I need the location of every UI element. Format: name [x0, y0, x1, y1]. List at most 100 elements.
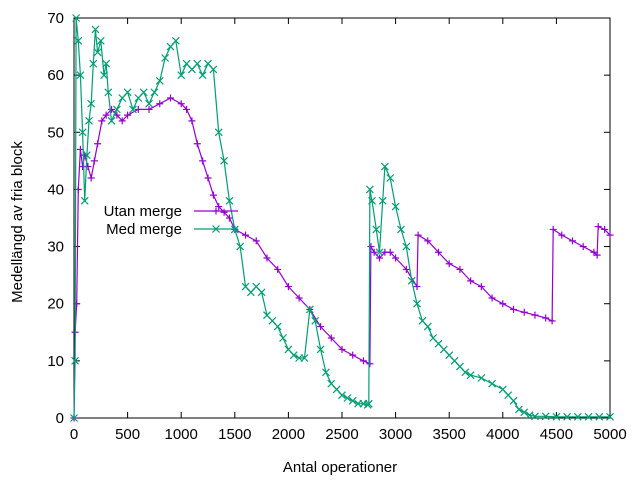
data-point — [413, 299, 421, 308]
data-point — [220, 208, 228, 216]
x-tick-label: 4500 — [540, 426, 573, 443]
data-point — [161, 54, 170, 62]
data-point — [509, 396, 518, 405]
data-point — [568, 237, 576, 245]
data-point — [316, 345, 325, 354]
data-point — [108, 105, 116, 113]
data-point — [87, 174, 95, 182]
data-point — [123, 88, 132, 97]
data-point — [364, 399, 373, 408]
series-group — [70, 14, 614, 422]
data-point — [552, 412, 561, 421]
data-point — [402, 265, 410, 273]
data-point — [563, 412, 572, 421]
legend: Utan merge Med merge — [104, 203, 238, 238]
y-tick-label: 10 — [47, 353, 64, 370]
data-point — [188, 117, 196, 125]
data-point — [317, 323, 325, 331]
data-point — [76, 71, 85, 80]
data-point — [94, 140, 102, 148]
data-point — [215, 203, 223, 211]
data-point — [466, 371, 475, 380]
data-point — [145, 105, 153, 113]
data-point — [236, 242, 245, 251]
data-point — [414, 231, 422, 239]
y-tick-label: 40 — [47, 181, 64, 198]
data-point — [73, 300, 81, 308]
data-point — [225, 214, 233, 222]
data-point — [96, 36, 105, 45]
data-point — [321, 368, 330, 377]
data-point — [378, 196, 387, 205]
data-point — [380, 162, 389, 171]
x-tick-label: 500 — [115, 426, 140, 443]
data-point — [80, 196, 89, 205]
data-point — [305, 305, 314, 314]
x-tick-label: 0 — [70, 426, 78, 443]
data-point — [584, 412, 593, 421]
data-point — [209, 191, 217, 199]
legend-marker-med-merge — [212, 225, 220, 233]
data-point — [606, 231, 614, 239]
data-point — [531, 412, 539, 421]
data-point — [90, 157, 98, 165]
data-point — [488, 379, 497, 388]
legend-label-med-merge: Med merge — [106, 221, 182, 238]
data-point — [366, 360, 374, 368]
data-point — [104, 88, 113, 97]
data-point — [263, 254, 271, 262]
data-point — [214, 128, 223, 137]
y-tick-label: 0 — [56, 410, 64, 427]
data-point — [593, 251, 601, 259]
data-point — [98, 117, 106, 125]
x-tick-label: 5000 — [593, 426, 626, 443]
data-point — [145, 99, 153, 108]
y-axis-label: Medellängd av fria block — [9, 141, 26, 303]
data-point — [477, 283, 485, 291]
data-point — [284, 283, 292, 291]
data-point — [579, 243, 587, 251]
data-point — [386, 248, 394, 256]
data-point — [82, 151, 91, 160]
data-point — [601, 225, 609, 233]
data-point — [376, 254, 384, 262]
series-med-merge — [70, 14, 614, 422]
data-point — [343, 394, 352, 402]
data-point — [156, 100, 164, 108]
data-point — [102, 59, 111, 68]
data-point — [348, 396, 357, 405]
data-point — [220, 156, 229, 165]
data-point — [155, 76, 164, 85]
data-point — [70, 414, 78, 422]
y-tick-label: 30 — [47, 239, 64, 256]
data-point — [397, 225, 405, 234]
data-point — [368, 196, 376, 205]
data-point — [510, 305, 518, 313]
data-point — [118, 117, 126, 125]
data-point — [177, 100, 185, 108]
data-point — [89, 59, 98, 68]
data-point — [150, 88, 159, 97]
data-point — [257, 288, 266, 297]
data-point — [467, 277, 475, 285]
data-point — [541, 412, 550, 421]
data-point — [242, 231, 250, 239]
data-point — [198, 71, 207, 80]
data-point — [375, 248, 384, 257]
data-point — [338, 391, 346, 400]
data-point — [367, 243, 375, 251]
data-point — [74, 36, 83, 45]
series-utan-merge — [70, 94, 614, 422]
data-point — [112, 105, 121, 114]
data-point — [289, 351, 298, 360]
data-point — [338, 345, 346, 353]
data-point — [193, 59, 202, 68]
data-point — [558, 231, 566, 239]
y-tick-label: 20 — [47, 296, 64, 313]
x-tick-label: 3000 — [379, 426, 412, 443]
data-point — [520, 408, 529, 417]
data-point — [456, 265, 464, 273]
series-line-utan-merge — [73, 97, 611, 419]
